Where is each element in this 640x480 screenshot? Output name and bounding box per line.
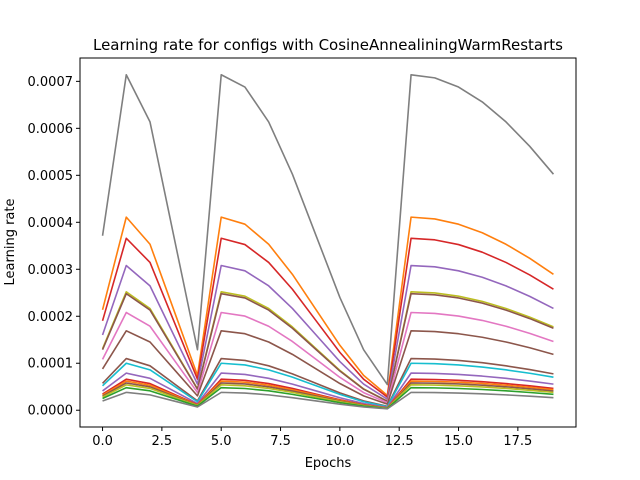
y-tick-label: 0.0003 [28, 263, 74, 278]
y-axis-label: Learning rate [3, 199, 18, 286]
x-tick-label: 10.0 [325, 434, 354, 449]
series-line-7 [101, 311, 554, 404]
y-axis-ticks: 0.0000 0.0001 0.0002 0.0003 0.0004 0.0005 0.00… [28, 75, 80, 419]
y-tick-label: 0.0000 [28, 404, 74, 419]
series-line-11 [102, 372, 554, 409]
y-tick-label: 0.0002 [28, 310, 74, 325]
y-tick-label: 0.0001 [28, 357, 74, 372]
series-line-15 [102, 384, 554, 410]
x-axis-label: Epochs [305, 456, 352, 471]
y-tick-label: 0.0006 [28, 122, 74, 137]
y-tick-label: 0.0005 [28, 169, 74, 184]
series-line-9 [101, 357, 554, 408]
series-line-4 [101, 264, 554, 400]
x-axis-ticks: 0.0 2.5 5.0 7.5 10.0 12.5 15.0 17.5 [92, 427, 532, 449]
series-line-3 [101, 237, 554, 398]
x-tick-label: 15.0 [444, 434, 473, 449]
series-line-6 [101, 292, 554, 403]
series-line-2 [101, 216, 554, 397]
y-tick-label: 0.0004 [28, 216, 74, 231]
x-tick-label: 5.0 [211, 434, 232, 449]
series-line-10 [101, 362, 554, 408]
series-line-8 [101, 330, 554, 405]
x-tick-label: 7.5 [270, 434, 291, 449]
x-tick-label: 12.5 [385, 434, 414, 449]
series-lines [101, 73, 555, 410]
y-tick-label: 0.0007 [28, 75, 74, 90]
plot-frame [79, 57, 577, 428]
series-line-17 [102, 391, 554, 410]
chart-title: Learning rate for configs with CosineAnn… [93, 36, 563, 54]
x-tick-label: 0.0 [92, 434, 113, 449]
series-line-16 [102, 386, 554, 410]
series-line-1 [101, 73, 555, 386]
x-tick-label: 17.5 [503, 434, 532, 449]
x-tick-label: 2.5 [152, 434, 173, 449]
